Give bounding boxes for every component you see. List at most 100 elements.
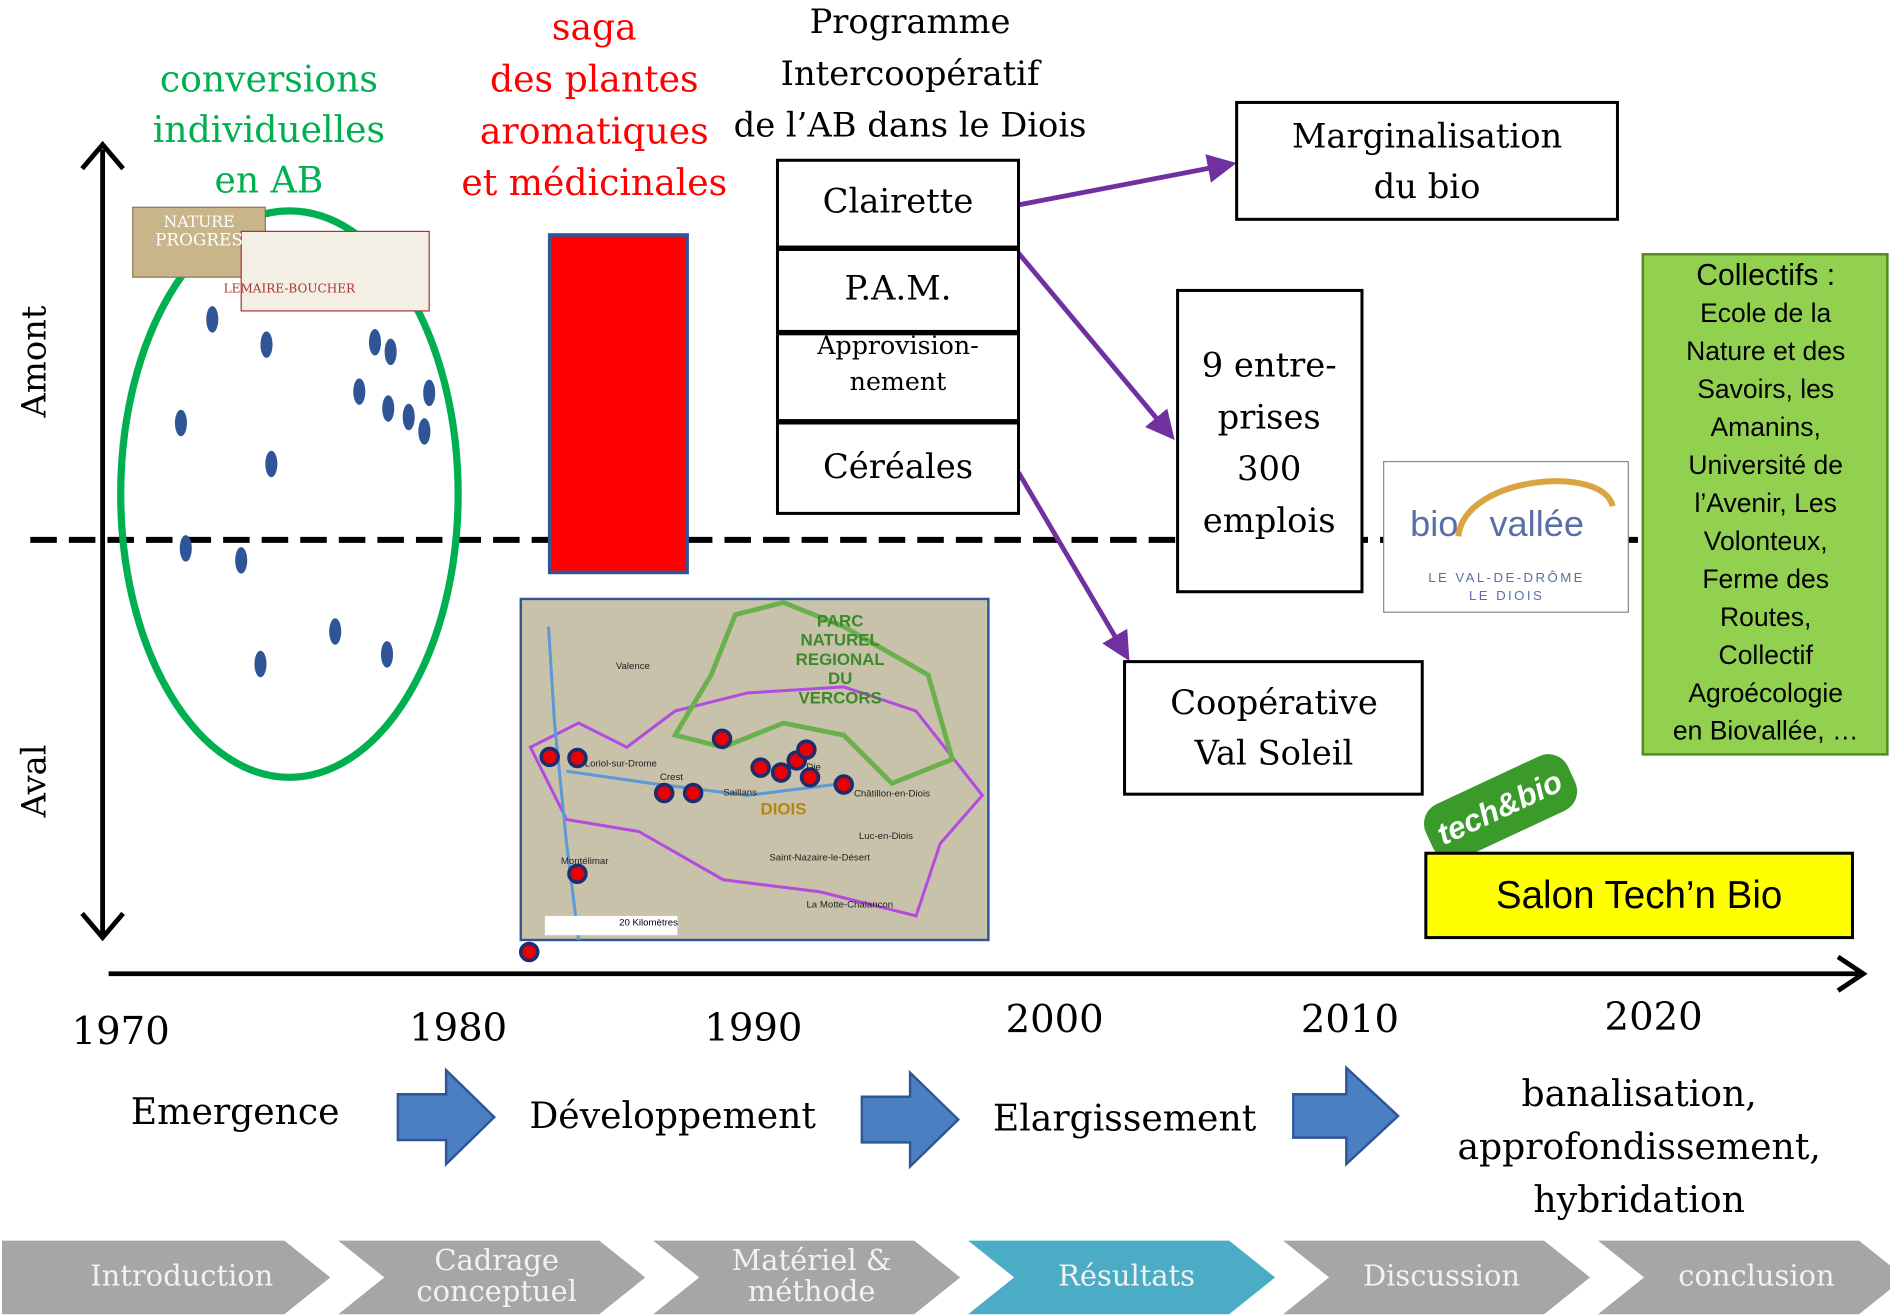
nav-label: Cadrage <box>434 1243 559 1277</box>
axis-label: Amont <box>14 305 53 418</box>
map-dot <box>569 750 586 767</box>
dot <box>175 410 187 437</box>
map-town: Luc-en-Diois <box>859 831 913 842</box>
map-dot <box>835 776 852 793</box>
programme-title: Programme <box>810 2 1011 41</box>
map-dot <box>685 785 702 802</box>
branch-label: nement <box>850 367 947 396</box>
farm-dots <box>175 306 435 677</box>
red-label: aromatiques <box>480 109 709 152</box>
year-label: 2010 <box>1301 997 1399 1042</box>
dot <box>260 331 272 358</box>
map-town: Saillans <box>723 788 757 799</box>
dot <box>265 451 277 478</box>
collectifs-label: Nature et des <box>1686 336 1845 366</box>
dot <box>329 618 341 645</box>
branch-label: Approvision- <box>816 331 979 360</box>
link-arrow <box>1019 253 1172 436</box>
collectifs-label: Amanins, <box>1710 412 1820 442</box>
dot <box>206 306 218 333</box>
collectifs-label: Collectif <box>1719 640 1814 670</box>
collectifs-label: Collectifs : <box>1696 259 1835 292</box>
logo-text: LEMAIRE-BOUCHER <box>224 282 356 296</box>
map-label: VERCORS <box>798 688 881 707</box>
red-label: saga <box>552 6 637 49</box>
programme-title: Intercoopératif <box>781 54 1042 93</box>
dot <box>423 380 435 407</box>
dot <box>382 395 394 422</box>
year-label: 1990 <box>704 1005 802 1050</box>
nav-label: conclusion <box>1678 1258 1834 1292</box>
outcome-label: prises <box>1218 397 1321 436</box>
map-label: DU <box>828 669 852 688</box>
dot <box>403 404 415 431</box>
programme-title: de l’AB dans le Diois <box>734 106 1087 145</box>
link-arrow <box>1019 472 1127 656</box>
logo-tagline: LE VAL-DE-DRÔME <box>1428 570 1585 585</box>
year-label: 2000 <box>1006 997 1104 1042</box>
phase-label: approfondissement, <box>1457 1125 1820 1168</box>
dot <box>235 547 247 574</box>
saga-bar <box>550 235 687 572</box>
collectifs-label: Université de <box>1688 450 1843 480</box>
map-town: Loriol-sur-Drome <box>585 759 657 770</box>
logo-text: PROGRES <box>155 230 243 250</box>
green-label: conversions <box>160 57 378 100</box>
collectifs-label: l’Avenir, Les <box>1694 488 1836 518</box>
phase-label: Emergence <box>131 1090 340 1133</box>
phase-label: Développement <box>529 1094 816 1137</box>
map-town: Saint-Nazaire-le-Désert <box>769 853 870 864</box>
collectifs-label: Routes, <box>1720 602 1811 632</box>
branch-label: Clairette <box>823 182 974 221</box>
collectifs-label: Savoirs, les <box>1697 374 1834 404</box>
nav-label: Résultats <box>1058 1258 1195 1292</box>
phase-label: Elargissement <box>993 1096 1257 1139</box>
outcome-label: emplois <box>1203 501 1336 540</box>
outcome-label: 300 <box>1237 449 1301 488</box>
map <box>521 599 989 961</box>
dot <box>418 418 430 445</box>
phase-arrow <box>862 1073 958 1167</box>
logo-text: NATURE <box>164 212 235 231</box>
map-label: PARC <box>817 611 864 630</box>
branch-label: P.A.M. <box>845 268 952 307</box>
dot <box>381 641 393 668</box>
outcome-label: Val Soleil <box>1194 734 1354 773</box>
logo-text: vallée <box>1489 503 1583 544</box>
map-label: NATUREL <box>801 631 880 650</box>
map-label: DIOIS <box>761 799 807 818</box>
nav-label: méthode <box>748 1274 876 1308</box>
logo-tagline: LE DIOIS <box>1469 588 1544 603</box>
map-dot <box>714 730 731 747</box>
salon-label: Salon Tech’n Bio <box>1496 874 1782 917</box>
nav-label: conceptuel <box>416 1274 577 1308</box>
red-label: et médicinales <box>461 161 727 204</box>
dot <box>180 535 192 562</box>
logo-bg <box>241 231 429 311</box>
map-town: La Motte-Chalancon <box>806 900 893 911</box>
map-dot <box>541 748 558 765</box>
axis-label: Aval <box>14 744 53 818</box>
dot <box>385 339 397 366</box>
map-town: Châtillon-en-Diois <box>854 789 930 800</box>
map-scale: 20 Kilomètres <box>619 918 678 929</box>
collectifs-label: Ecole de la <box>1700 298 1831 328</box>
map-dot <box>773 764 790 781</box>
outcome-label: Coopérative <box>1170 683 1378 722</box>
collectifs-label: Agroécologie <box>1688 678 1843 708</box>
phase-label: hybridation <box>1533 1178 1744 1221</box>
outcome-label: du bio <box>1374 167 1481 206</box>
map-dot <box>521 944 538 961</box>
map-label: REGIONAL <box>796 650 885 669</box>
logo-text: bio <box>1410 503 1458 544</box>
dot <box>353 378 365 405</box>
link-arrow <box>1019 164 1232 205</box>
branch-label: Céréales <box>823 447 973 486</box>
nav-label: Discussion <box>1363 1258 1520 1292</box>
box <box>1178 290 1362 591</box>
nav-label: Introduction <box>90 1258 273 1292</box>
map-town: Die <box>806 762 820 773</box>
map-town: Montélimar <box>561 856 609 867</box>
map-town: Crest <box>660 772 683 783</box>
